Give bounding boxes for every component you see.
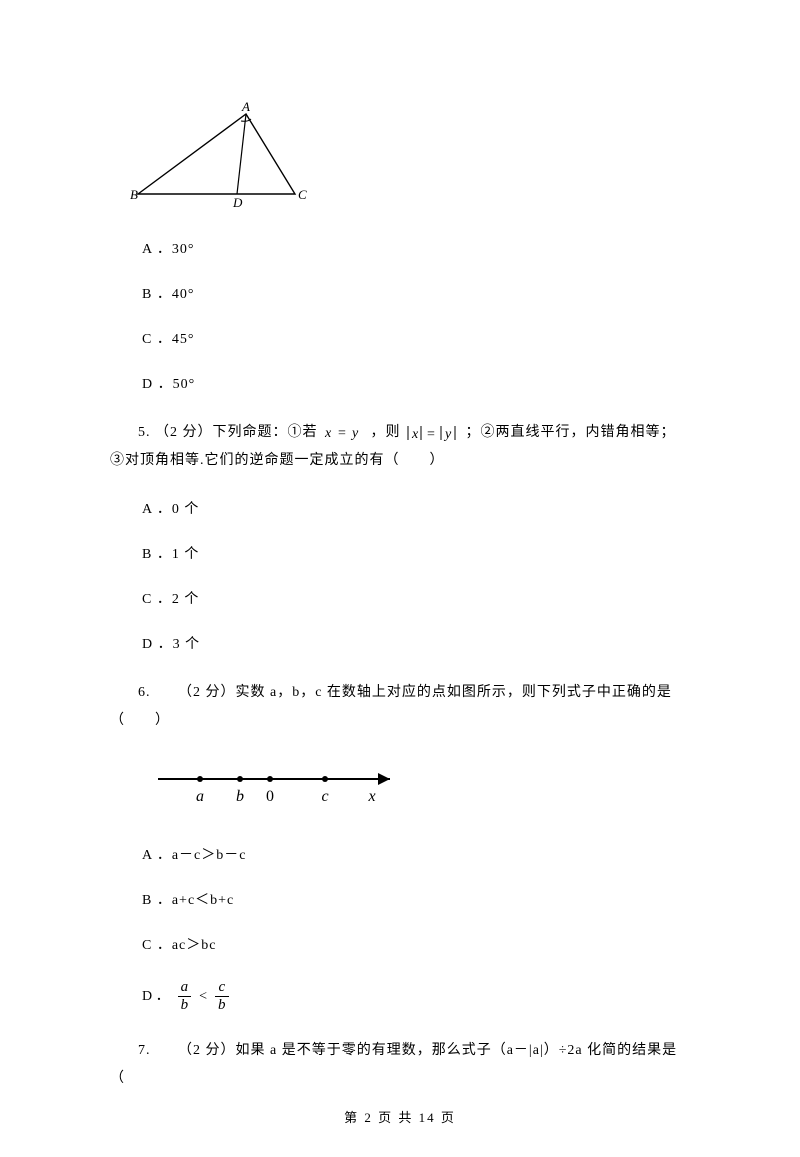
q5-option-B: B ．1 个 — [142, 544, 690, 565]
svg-text:x: x — [324, 426, 332, 441]
q6-frac2-den: b — [215, 997, 229, 1013]
q5-option-C: C ．2 个 — [142, 589, 690, 610]
q5-option-A: A ．0 个 — [142, 499, 690, 520]
q6-frac2: c b — [215, 980, 229, 1013]
svg-text:x: x — [411, 427, 419, 442]
numberline-svg: a b 0 c x — [150, 759, 410, 814]
q4-option-C: C ．45° — [142, 329, 690, 350]
q6-frac1: a b — [178, 980, 192, 1013]
q5-expr1: x = y — [322, 424, 366, 442]
svg-text:=: = — [338, 426, 347, 441]
q5-option-D: D ．3 个 — [142, 634, 690, 655]
label-D: D — [232, 195, 243, 210]
nl-label-x: x — [367, 788, 375, 805]
page-footer: 第 2 页 共 14 页 — [0, 1108, 800, 1128]
svg-text:y: y — [350, 426, 359, 441]
q6-lt: < — [199, 986, 207, 1007]
q6-option-C: C ．ac＞bc — [142, 935, 690, 956]
svg-text:y: y — [443, 427, 452, 442]
q7-text: 7. （2 分）如果 a 是不等于零的有理数，那么式子（a－|a|）÷2a 化简… — [110, 1037, 690, 1093]
nl-label-0: 0 — [266, 788, 274, 805]
numberline-figure: a b 0 c x — [150, 759, 690, 821]
q6-option-A: A ．a－c＞b－c — [142, 845, 690, 866]
q4-option-B: B ．40° — [142, 284, 690, 305]
q5-mid: ，则 — [371, 425, 406, 440]
q6-option-D: D ． a b < c b — [142, 980, 690, 1013]
q5-prefix: 5. （2 分）下列命题：①若 — [138, 425, 322, 440]
q6-text: 6. （2 分）实数 a，b，c 在数轴上对应的点如图所示，则下列式子中正确的是… — [110, 679, 690, 735]
triangle-svg: A B D C — [120, 100, 310, 210]
triangle-figure: A B D C — [120, 100, 690, 217]
nl-label-c: c — [321, 788, 328, 805]
q6-frac1-num: a — [178, 980, 192, 997]
q4-option-D: D ．50° — [142, 374, 690, 395]
page: A B D C A ．30° B ．40° C ．45° D ．50° 5. （… — [0, 0, 800, 1157]
label-A: A — [241, 100, 250, 114]
label-B: B — [130, 187, 138, 202]
q5-text: 5. （2 分）下列命题：①若 x = y ，则 x = y ；②两直线平行，内… — [110, 419, 690, 475]
q6-option-B: B ．a+c＜b+c — [142, 890, 690, 911]
label-C: C — [298, 187, 307, 202]
q6-frac1-den: b — [178, 997, 192, 1013]
q4-option-A: A ．30° — [142, 239, 690, 260]
q5-expr2: x = y — [405, 423, 461, 443]
q6-frac2-num: c — [215, 980, 229, 997]
q6-option-D-label: D ． — [142, 986, 170, 1007]
nl-label-b: b — [236, 788, 244, 805]
svg-text:=: = — [427, 427, 436, 442]
nl-label-a: a — [196, 788, 204, 805]
